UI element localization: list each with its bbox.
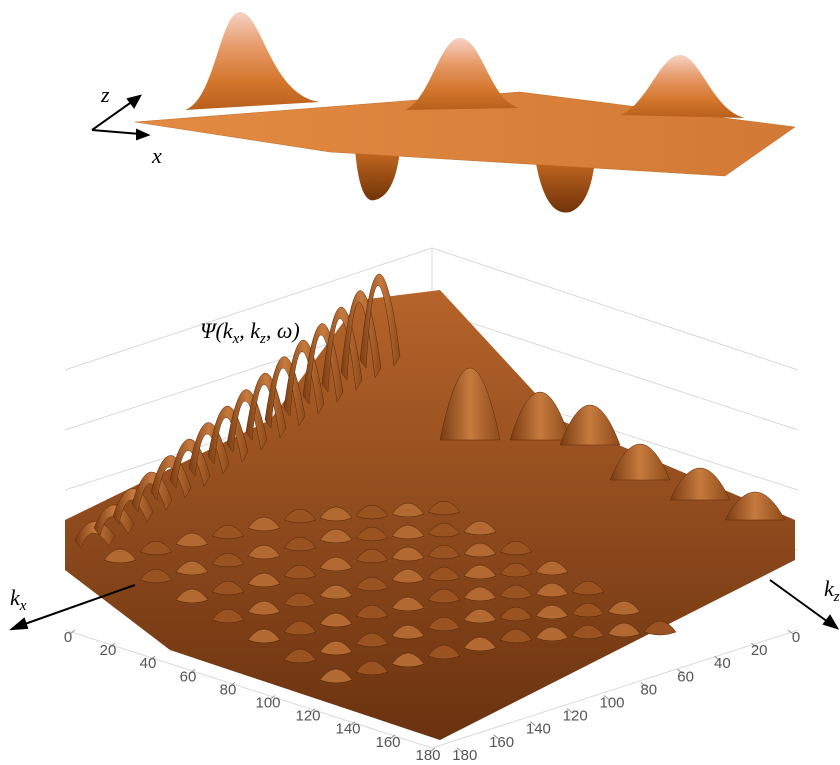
right-tick-label: 160: [489, 734, 514, 751]
right-tick-label: 100: [599, 695, 624, 712]
right-tick-label: 120: [563, 708, 588, 725]
ridge: [560, 405, 620, 445]
kz-label: kz: [824, 576, 840, 605]
kx-label: kx: [10, 585, 27, 614]
left-tick-label: 0: [64, 629, 72, 646]
left-tick-label: 20: [100, 642, 117, 659]
right-tick-label: 0: [792, 629, 800, 646]
right-tick-label: 180: [452, 747, 477, 764]
left-tick-label: 180: [415, 747, 440, 764]
right-tick-label: 60: [677, 668, 694, 685]
z-label: z: [100, 82, 110, 107]
wave-sheet: [135, 12, 795, 213]
left-tick-label: 120: [295, 708, 320, 725]
left-tick-label: 40: [140, 655, 157, 672]
right-tick-label: 80: [640, 681, 657, 698]
x-label: x: [151, 143, 162, 168]
left-tick-label: 100: [255, 695, 280, 712]
left-tick-label: 140: [335, 721, 360, 738]
right-tick-label: 140: [526, 721, 551, 738]
left-tick-label: 160: [375, 734, 400, 751]
right-tick-label: 40: [714, 655, 731, 672]
left-tick-label: 60: [180, 668, 197, 685]
right-tick-label: 20: [751, 642, 768, 659]
figure: z x Ψ(kx, kz, ω) kx kz 0 20 40 60 80 100 120 14…: [0, 0, 840, 765]
function-label: Ψ(kx, kz, ω): [200, 318, 300, 347]
left-tick-label: 80: [220, 681, 237, 698]
